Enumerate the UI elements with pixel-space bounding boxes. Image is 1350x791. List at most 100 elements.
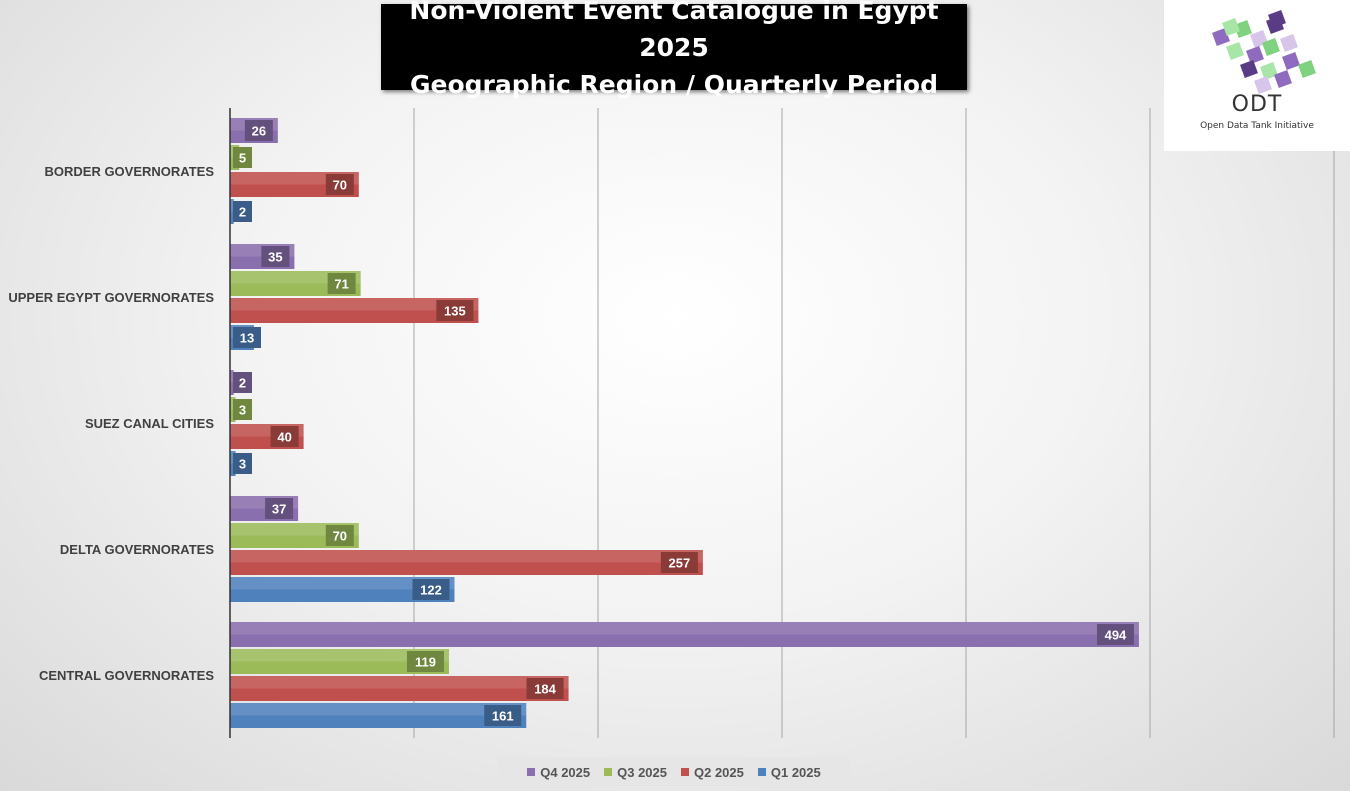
data-label-bg — [436, 300, 474, 321]
bar — [230, 676, 569, 701]
bar-gloss — [230, 622, 1139, 635]
data-label: 122 — [420, 583, 442, 598]
data-label: 35 — [268, 250, 282, 265]
logo-cube — [1262, 38, 1280, 56]
bar — [230, 622, 1139, 647]
logo-name: ODT — [1231, 92, 1283, 117]
logo-cube — [1240, 60, 1258, 78]
bar — [230, 703, 527, 728]
legend-label: Q4 2025 — [540, 764, 591, 780]
data-label-bg — [526, 678, 564, 699]
logo-cube — [1268, 10, 1286, 28]
chart-title-line-2: Geographic Region / Quarterly Period — [409, 69, 938, 99]
bar-gloss — [230, 370, 234, 383]
data-label-bg — [233, 372, 252, 393]
bar-gloss — [230, 703, 527, 716]
data-label: 40 — [277, 430, 291, 445]
legend-label: Q3 2025 — [617, 764, 667, 780]
data-label-bg — [233, 399, 252, 420]
logo-cube — [1222, 18, 1240, 36]
logo-cube — [1282, 52, 1300, 70]
bar-gloss — [230, 550, 703, 563]
bar — [230, 199, 234, 224]
legend-item: Q2 2025 — [681, 765, 744, 780]
bar-gloss — [230, 676, 569, 689]
legend-label: Q2 2025 — [694, 764, 744, 780]
category-labels: BORDER GOVERNORATES UPPER EGYPT GOVERNORA… — [8, 164, 214, 683]
logo-cube — [1254, 76, 1272, 94]
data-label-bg — [325, 174, 354, 195]
data-label-bg — [325, 525, 354, 546]
cube-cluster-icon — [1212, 10, 1316, 94]
logo-cube — [1226, 42, 1244, 60]
category-label: UPPER EGYPT GOVERNORATES — [8, 290, 214, 305]
logo-cube — [1212, 28, 1230, 46]
logo-cube — [1246, 46, 1264, 64]
data-label-bg — [1096, 624, 1134, 645]
data-label: 26 — [252, 124, 266, 139]
data-label: 2 — [239, 205, 246, 220]
data-label-bg — [233, 453, 252, 474]
data-label: 184 — [534, 682, 556, 697]
bar-gloss — [230, 577, 455, 590]
logo-cube — [1274, 70, 1292, 88]
data-label-bg — [660, 552, 698, 573]
data-label: 2 — [239, 376, 246, 391]
bars: 26 5 70 2 35 71 135 13 2 3 40 3 37 70 257 122 494 119 184 1… — [230, 118, 1139, 728]
data-label: 5 — [239, 151, 246, 166]
logo-cube — [1298, 60, 1316, 78]
data-label: 119 — [415, 655, 436, 670]
logo-cube — [1260, 62, 1278, 80]
legend-label: Q1 2025 — [770, 764, 821, 780]
bar-gloss — [230, 199, 234, 212]
legend-swatch — [681, 768, 689, 776]
data-label: 3 — [239, 403, 246, 418]
data-label-bg — [484, 705, 522, 726]
data-label: 70 — [333, 178, 347, 193]
bar — [230, 550, 703, 575]
legend-swatch — [527, 768, 536, 776]
data-label: 257 — [669, 556, 691, 571]
bar — [230, 370, 234, 395]
logo-tagline: Open Data Tank Initiative — [1200, 121, 1314, 131]
legend-swatch — [757, 768, 766, 776]
data-label-bg — [265, 498, 294, 519]
legend-item: Q4 2025 — [527, 765, 590, 780]
bar-gloss — [230, 298, 479, 311]
data-label: 71 — [334, 277, 348, 292]
data-label: 13 — [240, 331, 254, 346]
legend-item: Q1 2025 — [757, 764, 821, 780]
logo-cube — [1280, 34, 1298, 52]
data-label-bg — [233, 201, 252, 222]
category-label: CENTRAL GOVERNORATES — [39, 668, 214, 683]
bar-gloss — [230, 649, 449, 662]
data-label: 37 — [272, 502, 286, 517]
data-label: 70 — [333, 529, 347, 544]
legend-item: Q3 2025 — [604, 765, 667, 780]
data-label: 135 — [444, 304, 466, 319]
data-label-bg — [233, 147, 252, 168]
odt-logo: ODT Open Data Tank Initiative — [1164, 0, 1350, 151]
bar-gloss — [230, 451, 236, 464]
category-label: DELTA GOVERNORATES — [60, 542, 214, 557]
data-label-bg — [270, 426, 299, 447]
data-label-bg — [233, 327, 261, 348]
data-label-bg — [406, 651, 444, 672]
data-label: 494 — [1105, 628, 1127, 643]
data-label-bg — [412, 579, 450, 600]
category-label: BORDER GOVERNORATES — [45, 164, 215, 179]
data-label-bg — [327, 273, 356, 294]
data-label: 161 — [492, 709, 514, 724]
legend-swatch — [604, 768, 613, 776]
chart-title-line-1: Non-Violent Event Catalogue in Egypt 202… — [409, 0, 939, 62]
data-label-bg — [261, 246, 290, 267]
bar — [230, 451, 236, 476]
chart-title: Non-Violent Event Catalogue in Egypt 202… — [381, 0, 967, 99]
bar-gloss — [230, 397, 236, 410]
legend: Q4 2025 Q3 2025 Q2 2025 Q1 2025 — [498, 757, 850, 787]
data-label-bg — [244, 120, 273, 141]
data-label: 3 — [239, 457, 246, 472]
category-label: SUEZ CANAL CITIES — [85, 416, 214, 431]
logo-cube — [1234, 20, 1252, 38]
